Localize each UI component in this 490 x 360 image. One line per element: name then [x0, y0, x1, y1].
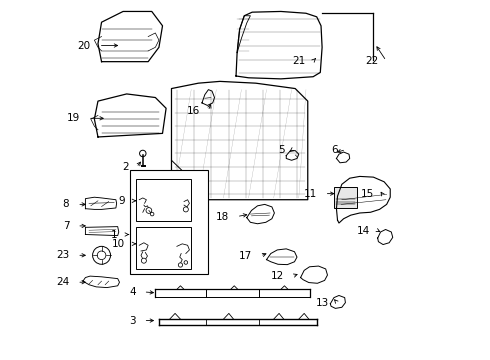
Circle shape	[140, 150, 146, 157]
Text: 15: 15	[361, 189, 374, 199]
Text: 5: 5	[278, 144, 285, 154]
Circle shape	[150, 212, 154, 216]
Bar	[334, 187, 357, 208]
Text: 18: 18	[216, 212, 229, 221]
Text: 2: 2	[122, 162, 128, 172]
Text: 22: 22	[365, 56, 378, 66]
Circle shape	[97, 251, 106, 260]
Text: 19: 19	[67, 113, 80, 123]
Text: 1: 1	[111, 230, 118, 239]
Bar	[129, 170, 208, 274]
Bar	[136, 226, 191, 269]
Circle shape	[146, 208, 152, 213]
Text: 4: 4	[129, 287, 136, 297]
Text: 24: 24	[56, 277, 69, 287]
Circle shape	[184, 261, 188, 264]
Text: 11: 11	[303, 189, 317, 199]
Text: 14: 14	[357, 226, 370, 236]
Text: 3: 3	[129, 316, 136, 325]
Circle shape	[93, 246, 111, 264]
Text: 10: 10	[112, 239, 125, 249]
Text: 13: 13	[316, 298, 329, 308]
Text: 8: 8	[63, 199, 69, 210]
Bar	[136, 179, 191, 221]
Text: 9: 9	[118, 196, 125, 206]
Text: 12: 12	[271, 271, 285, 281]
Text: 7: 7	[63, 221, 69, 231]
Circle shape	[183, 207, 188, 212]
Circle shape	[141, 258, 147, 263]
Text: 23: 23	[56, 250, 69, 260]
Text: 17: 17	[239, 251, 252, 261]
Text: 20: 20	[78, 41, 91, 50]
Circle shape	[178, 263, 183, 267]
Text: 21: 21	[292, 56, 305, 66]
Text: 6: 6	[332, 144, 338, 154]
Text: 16: 16	[187, 106, 200, 116]
